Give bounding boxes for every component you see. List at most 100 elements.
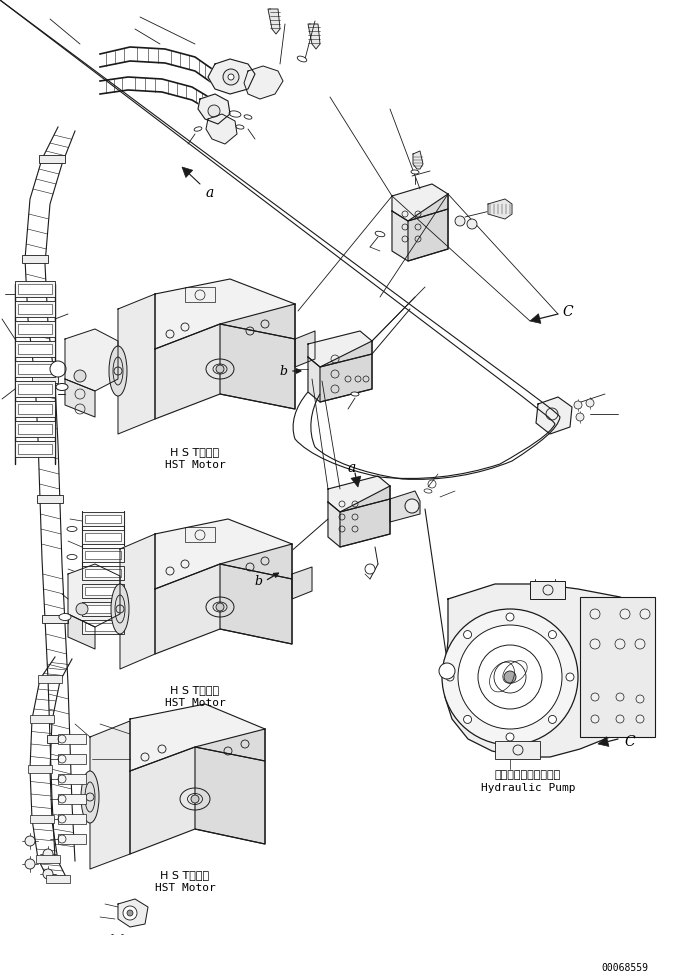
Polygon shape [130, 704, 265, 772]
Polygon shape [408, 195, 448, 262]
Circle shape [76, 603, 88, 615]
Ellipse shape [411, 171, 419, 175]
Polygon shape [198, 95, 230, 125]
Bar [18, 344, 52, 355]
Text: HST Motor: HST Motor [155, 882, 215, 892]
Circle shape [615, 640, 625, 649]
Bar [495, 741, 540, 759]
Ellipse shape [81, 772, 99, 823]
Circle shape [228, 75, 234, 81]
Circle shape [458, 625, 562, 730]
Ellipse shape [67, 555, 77, 560]
Bar [30, 715, 54, 724]
Text: ハイドロリックポンプ: ハイドロリックポンプ [495, 770, 561, 779]
Circle shape [464, 716, 472, 724]
Polygon shape [220, 305, 295, 410]
Circle shape [455, 217, 465, 227]
Text: Hydraulic Pump: Hydraulic Pump [481, 782, 576, 792]
Bar [58, 754, 86, 764]
Polygon shape [328, 500, 390, 548]
Bar [15, 402, 55, 418]
Bar [85, 515, 121, 523]
Text: C: C [625, 734, 635, 748]
Circle shape [506, 613, 514, 621]
Circle shape [442, 609, 578, 745]
Bar [18, 325, 52, 334]
Circle shape [616, 715, 624, 724]
Polygon shape [155, 325, 295, 420]
Bar [82, 620, 124, 635]
Bar [530, 581, 565, 600]
Text: H S Tモータ: H S Tモータ [161, 869, 209, 879]
Circle shape [43, 869, 53, 879]
Polygon shape [390, 492, 420, 522]
Bar [32, 376, 58, 383]
Bar [82, 602, 124, 616]
Bar [30, 816, 54, 823]
Circle shape [216, 366, 224, 374]
Circle shape [216, 603, 224, 611]
Polygon shape [445, 585, 655, 757]
Text: a: a [348, 461, 356, 474]
Text: b: b [254, 575, 262, 588]
Circle shape [635, 640, 645, 649]
Polygon shape [120, 534, 155, 669]
Polygon shape [328, 476, 390, 512]
Circle shape [591, 715, 599, 724]
Polygon shape [598, 737, 609, 746]
Circle shape [123, 906, 137, 920]
Bar [82, 549, 124, 562]
Ellipse shape [375, 232, 385, 238]
Bar [15, 282, 55, 297]
Ellipse shape [229, 111, 241, 118]
Circle shape [590, 609, 600, 619]
Ellipse shape [236, 126, 244, 130]
Polygon shape [65, 330, 118, 391]
Bar [185, 527, 215, 543]
Bar [39, 156, 65, 164]
Bar [58, 734, 86, 744]
Polygon shape [195, 730, 265, 844]
Circle shape [446, 673, 454, 682]
Circle shape [74, 371, 86, 382]
Circle shape [504, 671, 516, 684]
Polygon shape [90, 721, 130, 869]
Ellipse shape [56, 384, 68, 391]
Bar [15, 301, 55, 318]
Polygon shape [488, 200, 512, 220]
Bar [580, 598, 655, 737]
Polygon shape [155, 280, 295, 350]
Bar [18, 365, 52, 375]
Circle shape [25, 859, 35, 869]
Circle shape [365, 564, 375, 574]
Bar [18, 445, 52, 455]
Circle shape [127, 911, 133, 916]
Polygon shape [118, 899, 148, 927]
Bar [36, 855, 60, 864]
Bar [18, 305, 52, 315]
Bar [47, 735, 73, 743]
Circle shape [640, 609, 650, 619]
Circle shape [548, 716, 556, 724]
Circle shape [464, 631, 472, 639]
Circle shape [616, 693, 624, 701]
Polygon shape [155, 564, 292, 654]
Bar [185, 288, 215, 302]
Circle shape [439, 663, 455, 680]
Ellipse shape [297, 57, 307, 63]
Circle shape [208, 106, 220, 118]
Circle shape [590, 640, 600, 649]
Polygon shape [295, 332, 315, 368]
Polygon shape [130, 747, 265, 854]
Bar [18, 384, 52, 394]
Circle shape [405, 500, 419, 513]
Polygon shape [320, 341, 372, 403]
Bar [15, 381, 55, 398]
Polygon shape [68, 614, 95, 649]
Bar [58, 794, 86, 804]
Bar [46, 875, 70, 883]
Bar [85, 623, 121, 632]
Bar [15, 422, 55, 437]
Ellipse shape [424, 489, 432, 494]
Bar [85, 588, 121, 596]
